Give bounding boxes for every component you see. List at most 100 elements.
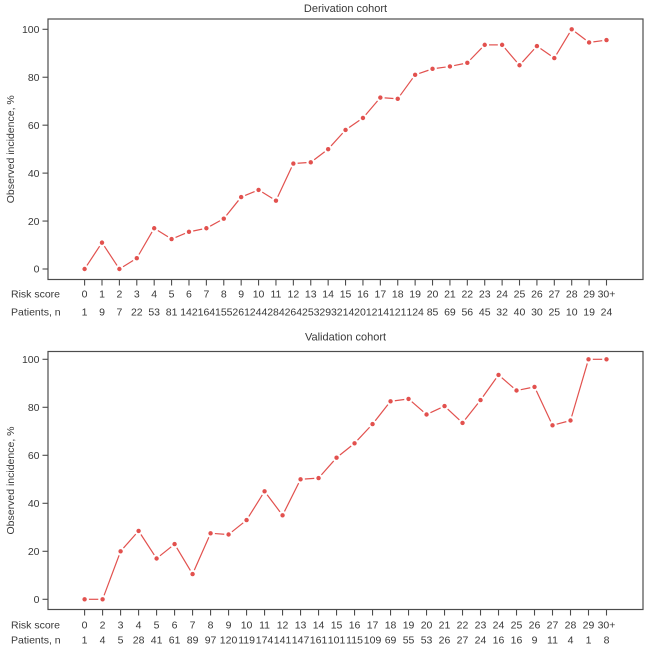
series-line-segment xyxy=(540,48,552,57)
data-point xyxy=(499,42,505,48)
data-point xyxy=(517,63,522,68)
data-point xyxy=(99,240,105,245)
patients-count: 5 xyxy=(118,635,124,646)
x-tick-label: 17 xyxy=(367,620,379,632)
data-point xyxy=(465,60,470,66)
data-point xyxy=(262,489,267,494)
x-tick-label: 20 xyxy=(421,620,433,632)
patients-count: 119 xyxy=(238,635,255,646)
patients-count: 11 xyxy=(547,635,558,646)
data-point xyxy=(154,556,159,561)
series-line-segment xyxy=(193,228,203,232)
patients-count: 40 xyxy=(514,307,526,319)
y-tick-label: 80 xyxy=(28,72,40,84)
series-line-segment xyxy=(430,407,441,414)
patients-count: 7 xyxy=(116,307,122,319)
data-point xyxy=(442,403,447,409)
series-line-segment xyxy=(103,245,118,266)
series-line-segment xyxy=(330,132,344,147)
x-tick-label: 30+ xyxy=(598,620,616,632)
data-point xyxy=(291,161,296,166)
data-point xyxy=(308,160,313,165)
x-tick-label: 12 xyxy=(277,620,289,632)
data-point xyxy=(238,194,244,200)
y-tick-label: 60 xyxy=(28,450,40,462)
patients-count: 1 xyxy=(82,635,88,646)
data-point xyxy=(186,229,192,235)
patients-count: 174 xyxy=(256,635,274,646)
y-tick-label: 20 xyxy=(28,216,40,228)
series-line-segment xyxy=(520,387,531,391)
patients-row-label: Patients, n xyxy=(11,307,61,319)
x-tick-label: 8 xyxy=(208,620,214,632)
patients-count: 69 xyxy=(385,635,397,646)
x-tick-label: 16 xyxy=(357,289,369,301)
x-tick-label: 0 xyxy=(82,620,88,632)
x-tick-label: 8 xyxy=(221,289,227,301)
x-tick-label: 16 xyxy=(349,620,361,632)
series-line-segment xyxy=(504,47,518,63)
x-tick-label: 10 xyxy=(241,620,253,632)
data-point xyxy=(82,266,87,272)
patients-count: 24 xyxy=(475,635,487,646)
y-axis-label: Observed incidence, % xyxy=(5,427,17,535)
data-point xyxy=(221,216,226,221)
series-line-segment xyxy=(214,532,225,535)
y-tick-label: 20 xyxy=(28,546,40,558)
patients-count: 109 xyxy=(364,635,382,646)
patients-count: 61 xyxy=(169,635,181,646)
derivation-cohort-panel: Derivation cohort Observed incidence, % 0 2… xyxy=(5,3,644,319)
x-tick-label: 28 xyxy=(566,289,578,301)
patients-count: 28 xyxy=(133,635,145,646)
series-line-segment xyxy=(436,66,446,69)
x-tick-label: 23 xyxy=(479,289,491,301)
patients-count: 85 xyxy=(427,307,439,319)
x-tick-label: 23 xyxy=(475,620,487,632)
patients-count: 141 xyxy=(274,635,292,646)
data-point xyxy=(151,226,157,231)
y-tick-label: 100 xyxy=(22,354,40,366)
data-point xyxy=(552,55,557,61)
x-tick-label: 22 xyxy=(461,289,473,301)
data-point xyxy=(117,266,122,272)
series-line-segment xyxy=(374,404,389,422)
data-point xyxy=(532,384,537,390)
series-line-segment xyxy=(313,151,326,161)
series-line-segment xyxy=(419,69,429,75)
x-tick-label: 24 xyxy=(493,620,505,632)
data-point xyxy=(208,531,213,536)
patients-count: 16 xyxy=(493,635,505,646)
data-point xyxy=(378,95,383,100)
chart-title: Validation cohort xyxy=(305,332,386,344)
x-tick-label: 7 xyxy=(190,620,196,632)
patients-count: 101 xyxy=(328,635,346,646)
series-line-segment xyxy=(297,162,307,164)
patients-count: 81 xyxy=(166,307,178,319)
data-point xyxy=(343,127,348,133)
patients-count: 161 xyxy=(310,635,328,646)
x-tick-label: 14 xyxy=(313,620,325,632)
data-point xyxy=(169,236,174,242)
data-point xyxy=(534,43,540,49)
data-point xyxy=(204,226,209,231)
series-line-segment xyxy=(365,100,379,116)
patients-count: 1 xyxy=(82,307,88,319)
series-line-segment xyxy=(384,97,394,100)
x-tick-label: 30+ xyxy=(598,289,616,301)
data-point xyxy=(447,64,453,69)
data-point xyxy=(172,541,177,547)
data-point xyxy=(82,597,87,602)
data-point xyxy=(395,96,400,102)
patients-count: 261 xyxy=(232,307,250,319)
x-tick-label: 6 xyxy=(186,289,192,301)
data-point xyxy=(370,421,375,427)
patients-count: 26 xyxy=(439,635,451,646)
patients-count: 293 xyxy=(319,307,337,319)
x-tick-label: 27 xyxy=(547,620,559,632)
series-line-segment xyxy=(501,377,514,389)
x-tick-label: 27 xyxy=(548,289,560,301)
patients-count: 244 xyxy=(250,307,268,319)
data-point xyxy=(273,198,279,203)
x-tick-label: 22 xyxy=(457,620,469,632)
y-tick-label: 40 xyxy=(28,168,40,180)
